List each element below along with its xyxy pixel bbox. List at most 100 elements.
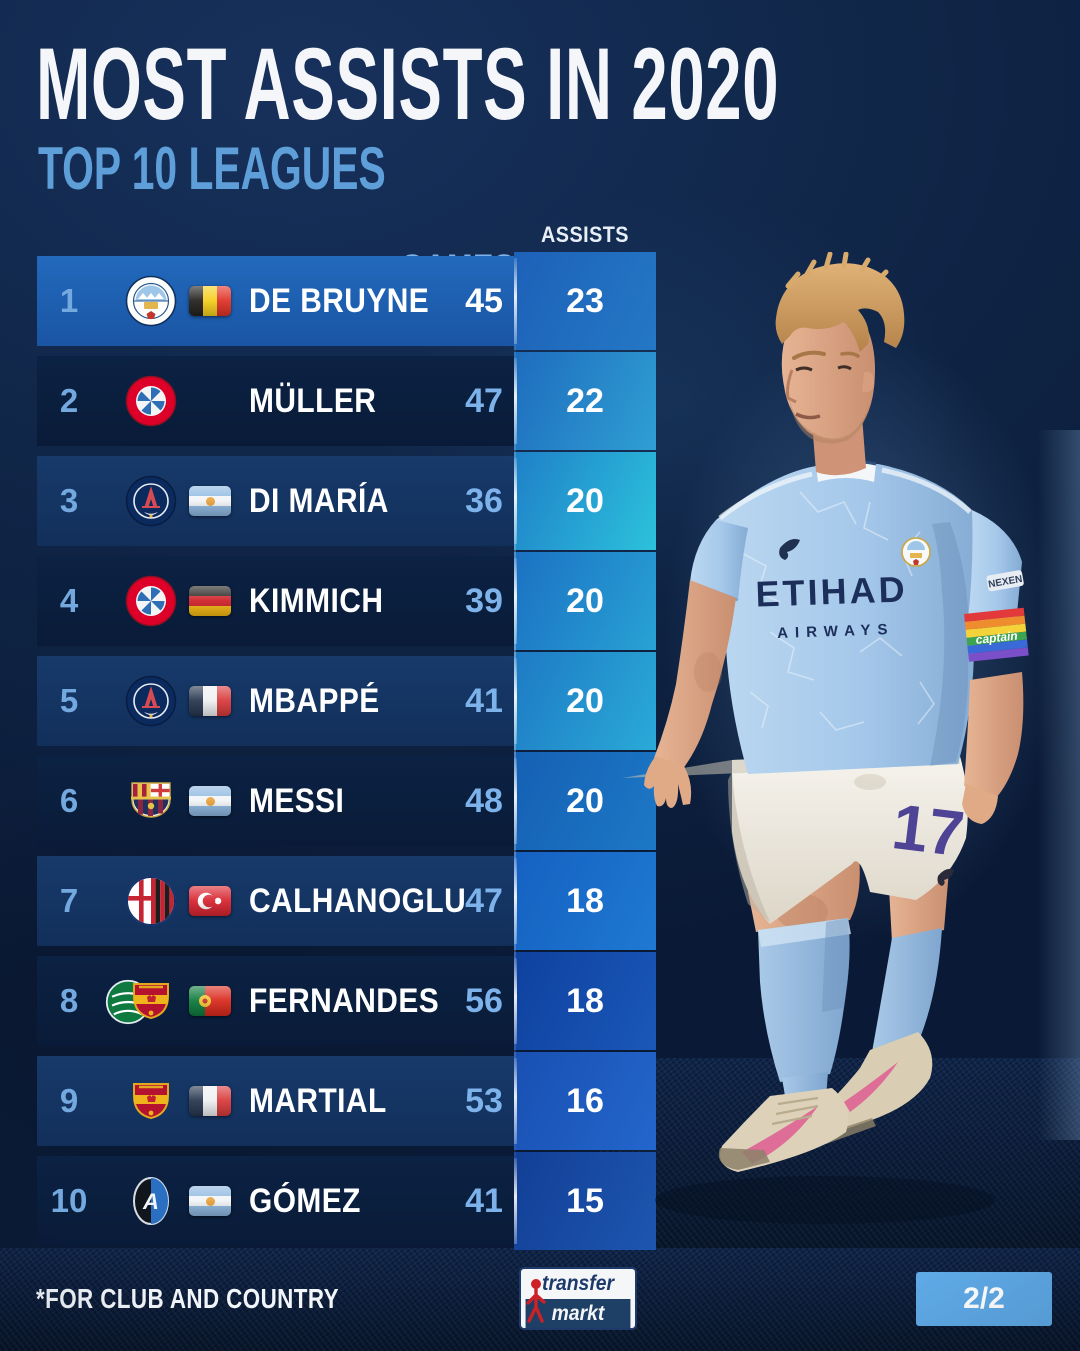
table-row: 8 FERNANDES 56 18 bbox=[37, 952, 656, 1050]
club-crest bbox=[125, 775, 177, 827]
country-flag-icon bbox=[189, 486, 231, 516]
club-crest-icon bbox=[125, 775, 177, 827]
games-value: 36 bbox=[465, 482, 503, 520]
club-crest: A bbox=[125, 1175, 177, 1227]
club-crest bbox=[125, 375, 177, 427]
jersey-sponsor-text: ETIHAD bbox=[755, 568, 908, 614]
transfermarkt-logo: transfer markt bbox=[519, 1267, 637, 1330]
games-value: 53 bbox=[465, 1082, 503, 1120]
page-subtitle: TOP 10 LEAGUES bbox=[38, 135, 386, 202]
puma-logo-icon bbox=[779, 539, 800, 560]
player-name: MBAPPÉ bbox=[249, 682, 380, 720]
rank-label: 4 bbox=[59, 582, 79, 619]
assists-value: 18 bbox=[566, 981, 604, 1020]
club-crest bbox=[105, 975, 177, 1027]
country-flag-icon bbox=[189, 686, 231, 716]
player-illustration: 17 ETIHAD AIRWAYS bbox=[622, 252, 1029, 1224]
assists-value: 23 bbox=[566, 281, 604, 320]
assists-value: 20 bbox=[566, 681, 604, 720]
table-row: 5 MBAPPÉ 41 20 bbox=[37, 652, 656, 750]
column-header-assists: ASSISTS bbox=[541, 222, 629, 247]
club-crest-icon bbox=[125, 375, 177, 427]
assists-tile: 18 bbox=[514, 952, 656, 1050]
country-flag-icon bbox=[189, 1186, 231, 1216]
rank-label: 2 bbox=[59, 382, 79, 419]
table-row: 4 KIMMICH 39 20 bbox=[37, 552, 656, 650]
player-name: KIMMICH bbox=[249, 582, 384, 620]
assists-value: 18 bbox=[566, 881, 604, 920]
assists-value: 22 bbox=[566, 381, 604, 420]
table-row: 10 A GÓMEZ 41 15 bbox=[37, 1152, 656, 1250]
club-crest bbox=[125, 675, 177, 727]
assists-tile: 22 bbox=[514, 352, 656, 450]
assists-value: 16 bbox=[566, 1081, 604, 1120]
player-name: FERNANDES bbox=[249, 982, 440, 1020]
transfermarkt-logo-bottom: markt bbox=[525, 1299, 631, 1328]
shorts-number: 17 bbox=[888, 790, 967, 870]
transfermarkt-logo-top: transfer bbox=[525, 1269, 631, 1299]
country-flag-icon bbox=[189, 286, 231, 316]
country-flag-icon bbox=[189, 786, 231, 816]
assists-tile: 20 bbox=[514, 552, 656, 650]
sleeve-patch: NEXEN bbox=[986, 570, 1024, 592]
games-value: 48 bbox=[465, 782, 503, 820]
club-crest bbox=[125, 475, 177, 527]
rank-label: 1 bbox=[59, 282, 79, 319]
club-crest-icon: A bbox=[125, 1175, 177, 1227]
club-crest-icon bbox=[125, 275, 177, 327]
club-crest-icon bbox=[125, 575, 177, 627]
table-row: 2 MÜLLER 47 22 bbox=[37, 352, 656, 450]
footnote: *FOR CLUB AND COUNTRY bbox=[36, 1283, 339, 1314]
club-crest-icon bbox=[125, 975, 177, 1027]
club-crest bbox=[125, 1075, 177, 1127]
assists-tile: 20 bbox=[514, 752, 656, 850]
games-value: 47 bbox=[465, 382, 503, 420]
table-row: 1 DE BRUYNE 45 23 bbox=[37, 252, 656, 350]
club-crest-icon bbox=[125, 475, 177, 527]
armband-label: captain bbox=[975, 629, 1018, 647]
assists-table: 1 DE BRUYNE 45 23 2 MÜLLER 47 22 3 DI MA… bbox=[37, 252, 656, 1256]
assists-tile: 20 bbox=[514, 652, 656, 750]
country-flag-icon bbox=[189, 986, 231, 1016]
assists-tile: 16 bbox=[514, 1052, 656, 1150]
assists-tile: 23 bbox=[514, 252, 656, 350]
transfermarkt-runner-icon bbox=[526, 1279, 546, 1323]
rank-label: 5 bbox=[59, 682, 79, 719]
country-flag-icon bbox=[189, 886, 231, 916]
table-row: 6 MESSI 48 20 bbox=[37, 752, 656, 850]
games-value: 39 bbox=[465, 582, 503, 620]
games-value: 45 bbox=[465, 282, 503, 320]
rank-label: 3 bbox=[59, 482, 79, 519]
games-value: 41 bbox=[465, 1182, 503, 1220]
player-name: GÓMEZ bbox=[249, 1182, 361, 1220]
assists-column-separator bbox=[514, 252, 516, 1246]
rank-label: 9 bbox=[59, 1082, 79, 1119]
jersey-sponsor-subtext: AIRWAYS bbox=[777, 621, 895, 642]
assists-tile: 15 bbox=[514, 1152, 656, 1250]
assists-value: 20 bbox=[566, 581, 604, 620]
club-crest bbox=[125, 575, 177, 627]
player-name: MÜLLER bbox=[249, 382, 377, 420]
player-name: DI MARÍA bbox=[249, 482, 389, 520]
rank-label: 6 bbox=[59, 782, 79, 819]
jersey-crest-icon bbox=[901, 537, 931, 567]
page-title: MOST ASSISTS IN 2020 bbox=[36, 27, 780, 141]
table-row: 3 DI MARÍA 36 20 bbox=[37, 452, 656, 550]
club-crest bbox=[125, 875, 177, 927]
table-row: 9 MARTIAL 53 16 bbox=[37, 1052, 656, 1150]
games-value: 56 bbox=[465, 982, 503, 1020]
assists-value: 20 bbox=[566, 481, 604, 520]
table-row: 7 CALHANOGLU 47 18 bbox=[37, 852, 656, 950]
assists-tile: 18 bbox=[514, 852, 656, 950]
player-name: CALHANOGLU bbox=[249, 882, 467, 920]
rainbow-captain-armband: captain bbox=[964, 607, 1029, 662]
right-edge-light bbox=[1038, 430, 1080, 1140]
club-crest bbox=[125, 275, 177, 327]
assists-value: 15 bbox=[566, 1181, 604, 1220]
assists-value: 20 bbox=[566, 781, 604, 820]
games-value: 41 bbox=[465, 682, 503, 720]
player-name: MESSI bbox=[249, 782, 345, 820]
country-flag-icon bbox=[189, 586, 231, 616]
rank-label: 8 bbox=[59, 982, 79, 1019]
